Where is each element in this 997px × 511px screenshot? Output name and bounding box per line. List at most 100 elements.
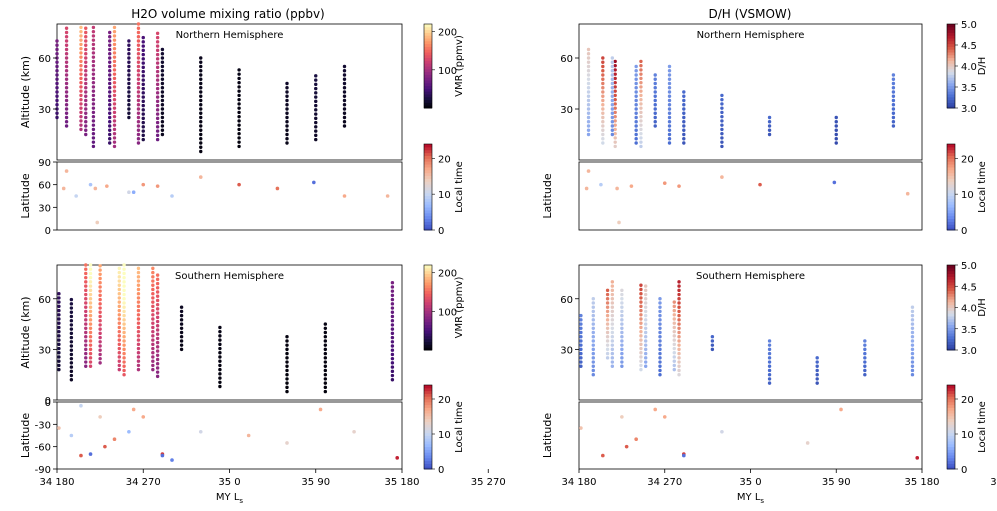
profile-point: [91, 68, 96, 72]
profile-point: [79, 110, 83, 115]
latitude-point: [629, 184, 634, 188]
profile-point: [639, 110, 643, 115]
colorbar-tick-label: 200: [438, 28, 457, 39]
profile-point: [720, 97, 724, 102]
profile-point: [136, 86, 141, 90]
profile-point: [160, 77, 165, 81]
profile-point: [639, 351, 643, 355]
profile-point: [610, 115, 615, 120]
profile-point: [653, 73, 657, 77]
profile-point: [117, 342, 121, 347]
profile-point: [620, 364, 624, 368]
latitude-point: [131, 190, 136, 195]
profile-point: [91, 72, 96, 76]
colorbar-segment: [424, 105, 432, 109]
profile-point: [237, 123, 241, 127]
profile-point: [610, 77, 615, 81]
profile-point: [601, 107, 605, 111]
profile-point: [155, 362, 160, 366]
profile-point: [136, 141, 141, 145]
profile-point: [55, 111, 59, 115]
colorbar-segment: [424, 296, 432, 300]
profile-point: [199, 86, 203, 90]
profile-point: [658, 356, 662, 360]
profile-point: [84, 335, 88, 339]
profile-point: [84, 60, 88, 64]
profile-point: [98, 285, 102, 289]
profile-point: [141, 57, 145, 61]
profile-point: [122, 263, 126, 267]
profile-point: [601, 56, 605, 60]
profile-point: [237, 102, 241, 106]
profile-point: [112, 89, 117, 93]
profile-point: [117, 363, 121, 368]
colorbar-segment: [424, 335, 432, 340]
colorbar-segment: [947, 40, 955, 45]
profile-point: [108, 107, 112, 111]
latitude-point: [579, 426, 583, 430]
colorbar-segment: [947, 54, 955, 59]
profile-point: [605, 339, 610, 343]
profile-point: [155, 129, 160, 133]
profile-point: [199, 141, 203, 145]
latitude-point: [662, 181, 667, 185]
profile-point: [658, 330, 662, 335]
profile-point: [199, 103, 203, 107]
profile-point: [815, 364, 819, 368]
profile-point: [112, 51, 117, 55]
profile-point: [891, 90, 896, 94]
profile-point: [639, 321, 643, 325]
profile-point: [117, 325, 121, 330]
profile-point: [720, 110, 724, 115]
profile-point: [127, 103, 131, 107]
colorbar-tick-label: 3.5: [961, 325, 977, 336]
profile-point: [199, 90, 203, 94]
profile-point: [591, 326, 595, 330]
profile-point: [179, 309, 184, 314]
profile-point: [122, 297, 126, 301]
profile-point: [323, 347, 328, 352]
profile-point: [323, 368, 328, 373]
y-tick-label: 0: [45, 226, 51, 237]
profile-point: [79, 106, 83, 110]
colorbar-segment: [947, 175, 955, 179]
profile-point: [84, 339, 88, 343]
colorbar-segment: [424, 310, 432, 314]
profile-point: [639, 85, 643, 89]
profile-point: [108, 120, 112, 124]
profile-point: [136, 52, 141, 56]
profile-point: [767, 368, 772, 373]
profile-point: [127, 69, 131, 73]
colorbar-segment: [424, 74, 432, 78]
profile-point: [634, 128, 638, 132]
profile-point: [605, 318, 610, 322]
profile-point: [98, 327, 102, 331]
profile-point: [136, 346, 141, 351]
profile-point: [767, 132, 772, 137]
profile-point: [613, 97, 617, 102]
profile-point: [586, 107, 591, 111]
colorbar-segment: [947, 385, 955, 389]
profile-point: [613, 102, 617, 106]
profile-point: [218, 325, 222, 330]
x-axis-label: MY Ls: [216, 492, 244, 505]
profile-point: [160, 111, 165, 115]
colorbar-segment: [424, 198, 432, 202]
colorbar-segment: [947, 158, 955, 162]
profile-point: [98, 340, 102, 344]
plot-frame: [578, 23, 923, 161]
profile-point: [112, 63, 117, 68]
colorbar-segment: [424, 290, 432, 294]
profile-point: [390, 281, 395, 285]
profile-point: [910, 313, 915, 318]
profile-point: [64, 103, 69, 107]
profile-point: [667, 115, 672, 120]
profile-point: [117, 291, 121, 296]
colorbar-segment: [424, 396, 432, 400]
profile-point: [767, 372, 772, 377]
profile-point: [160, 132, 165, 137]
